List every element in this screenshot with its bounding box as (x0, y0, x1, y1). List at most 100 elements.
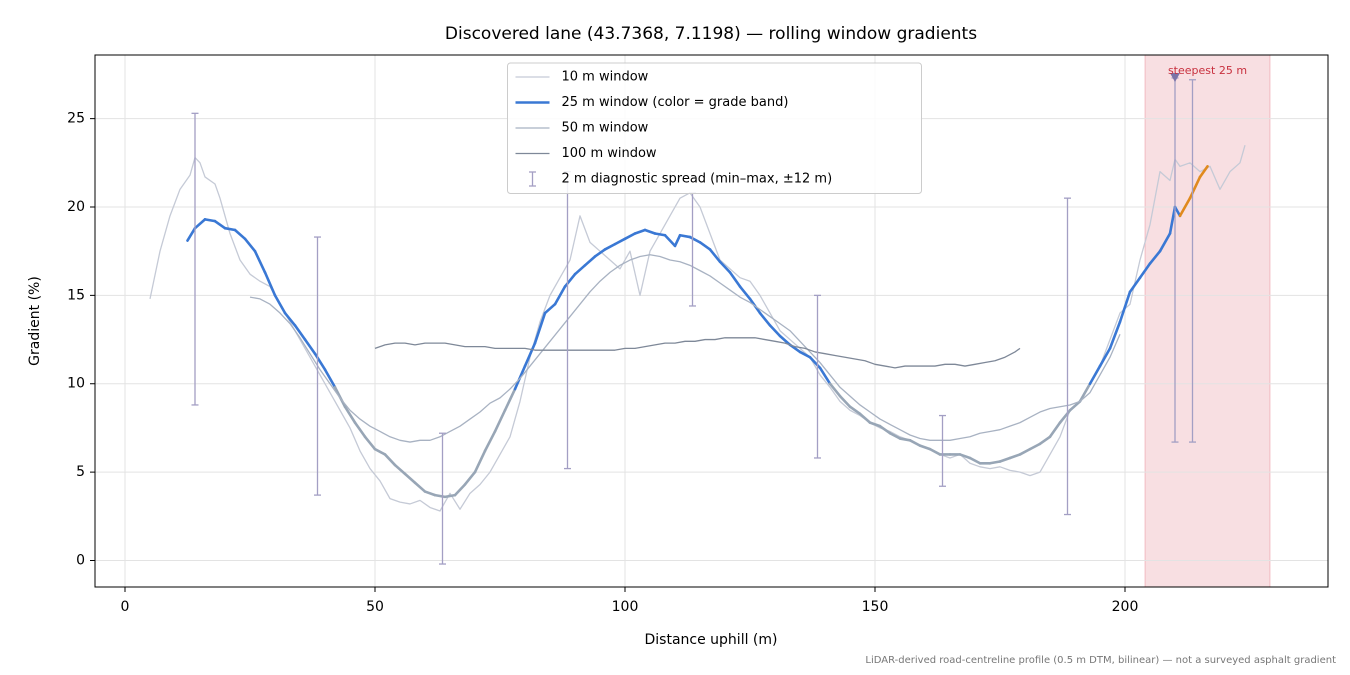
line (249, 254, 1121, 443)
line-segment (1198, 165, 1209, 179)
line-segment (1008, 453, 1022, 460)
line-segment (473, 449, 487, 474)
line-segment (708, 248, 722, 264)
line-segment (403, 472, 417, 485)
line-segment (778, 334, 792, 347)
line-segment (1178, 196, 1192, 218)
line-segment (643, 228, 657, 235)
line-segment (718, 260, 732, 274)
line-segment (1138, 262, 1152, 279)
legend-label: 100 m window (562, 146, 657, 161)
caption: LiDAR-derived road-centreline profile (0… (865, 655, 1336, 666)
legend: 10 m window 25 m window (color = grade ba… (507, 62, 922, 194)
line-segment (253, 249, 267, 274)
line-segment (908, 439, 922, 447)
line-segment (523, 341, 537, 368)
y-tick-label: 25 (67, 111, 85, 127)
line-segment (323, 368, 337, 389)
chart-title: Discovered lane (43.7368, 7.1198) — roll… (445, 24, 977, 44)
line-segment (1108, 320, 1122, 350)
line-segment (968, 456, 982, 465)
line-segment (1028, 442, 1042, 451)
line-segment (1058, 408, 1072, 424)
line-segment (423, 490, 437, 497)
line-segment (273, 294, 287, 315)
line-segment (898, 437, 912, 442)
x-tick-label: 50 (366, 599, 384, 615)
line-segment (303, 338, 317, 355)
highlight-label: steepest 25 m (1168, 64, 1247, 77)
line-segment (243, 237, 257, 253)
y-tick-label: 15 (67, 287, 85, 303)
line-segment (988, 460, 1002, 465)
line-segment (603, 242, 617, 251)
line-segment (1018, 447, 1032, 456)
line-segment (413, 481, 427, 493)
line-segment (688, 235, 702, 244)
line-segment (858, 412, 872, 424)
line-segment (483, 430, 497, 453)
legend-label: 25 m window (color = grade band) (562, 95, 789, 110)
line-segment (678, 233, 692, 239)
line-segment (353, 421, 367, 439)
y-axis-label: Gradient (%) (27, 276, 43, 366)
highlight-band (1144, 54, 1271, 588)
line (374, 337, 1021, 369)
line-segment (373, 447, 387, 456)
line-segment (728, 271, 742, 288)
line-segment (738, 285, 752, 301)
line-segment (1088, 364, 1102, 386)
error-bar (939, 414, 946, 487)
line-segment (633, 228, 647, 235)
line-segment (758, 311, 772, 327)
line-segment (363, 435, 377, 451)
line-segment (838, 394, 852, 409)
line-segment (818, 366, 832, 386)
line-segment (918, 444, 932, 451)
error-bar (439, 432, 446, 565)
error-bar (1189, 79, 1196, 443)
legend-label: 50 m window (562, 121, 649, 136)
y-tick-label: 20 (67, 199, 85, 215)
y-tick-label: 0 (76, 552, 85, 568)
y-tick-label: 10 (67, 376, 85, 392)
line-segment (1158, 232, 1172, 253)
line-segment (443, 493, 457, 499)
line-segment (998, 456, 1012, 463)
line-segment (213, 219, 227, 230)
line-segment (768, 324, 782, 338)
line-segment (888, 431, 902, 440)
line-segment (383, 453, 397, 467)
line (149, 144, 1246, 512)
error-bar (814, 294, 821, 459)
line-segment (393, 463, 407, 476)
line-segment (593, 248, 607, 258)
error-bar (191, 112, 199, 406)
legend-label: 10 m window (562, 70, 649, 85)
line-segment (868, 421, 882, 428)
line-segment (543, 302, 557, 315)
steepest-marker (1170, 72, 1180, 82)
line-segment (1128, 276, 1142, 294)
line-segment (1068, 400, 1082, 412)
plot-frame (94, 54, 1329, 588)
error-bar (314, 236, 321, 496)
line-segment (1148, 249, 1162, 265)
line-segment (433, 493, 447, 499)
line-segment (563, 272, 577, 288)
line-segment (878, 424, 892, 435)
line-segment (848, 405, 862, 416)
error-bar (1064, 197, 1071, 516)
x-tick-label: 100 (612, 599, 639, 615)
line-segment (293, 324, 307, 341)
line-segment (193, 218, 207, 230)
line-segment (533, 311, 547, 345)
x-tick-label: 0 (121, 599, 130, 615)
line-segment (233, 228, 247, 241)
line-segment (283, 311, 297, 327)
line-segment (203, 218, 217, 223)
line-segment (673, 233, 682, 248)
line-segment (1038, 435, 1052, 446)
line-segment (313, 352, 327, 371)
